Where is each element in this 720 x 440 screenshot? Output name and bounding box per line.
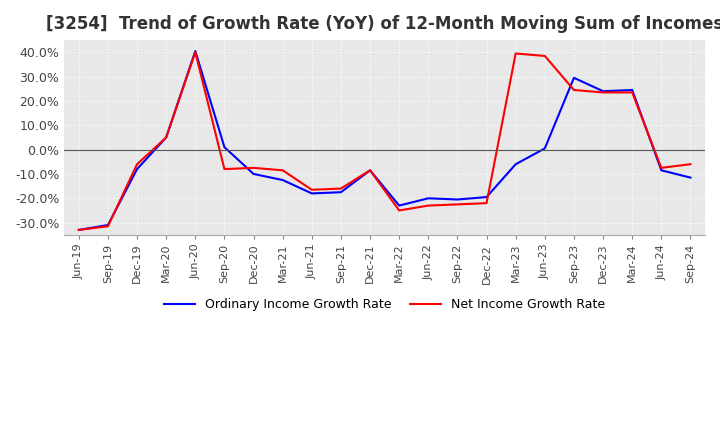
Ordinary Income Growth Rate <box>104 222 112 227</box>
Ordinary Income Growth Rate <box>453 197 462 202</box>
Ordinary Income Growth Rate <box>191 48 199 54</box>
Ordinary Income Growth Rate <box>337 190 346 195</box>
Net Income Growth Rate <box>482 201 491 206</box>
Net Income Growth Rate <box>191 50 199 55</box>
Net Income Growth Rate <box>74 227 83 233</box>
Ordinary Income Growth Rate <box>482 194 491 200</box>
Ordinary Income Growth Rate <box>657 168 665 173</box>
Net Income Growth Rate <box>279 168 287 173</box>
Net Income Growth Rate <box>511 51 520 56</box>
Ordinary Income Growth Rate <box>686 175 695 180</box>
Ordinary Income Growth Rate <box>132 166 141 172</box>
Ordinary Income Growth Rate <box>570 75 578 81</box>
Net Income Growth Rate <box>599 90 608 95</box>
Net Income Growth Rate <box>366 168 374 173</box>
Net Income Growth Rate <box>395 208 403 213</box>
Legend: Ordinary Income Growth Rate, Net Income Growth Rate: Ordinary Income Growth Rate, Net Income … <box>158 293 611 316</box>
Net Income Growth Rate <box>162 135 171 140</box>
Line: Net Income Growth Rate: Net Income Growth Rate <box>78 52 690 230</box>
Net Income Growth Rate <box>132 161 141 167</box>
Ordinary Income Growth Rate <box>599 88 608 94</box>
Ordinary Income Growth Rate <box>220 145 229 150</box>
Ordinary Income Growth Rate <box>74 227 83 233</box>
Ordinary Income Growth Rate <box>279 177 287 183</box>
Ordinary Income Growth Rate <box>395 203 403 208</box>
Net Income Growth Rate <box>628 90 636 95</box>
Ordinary Income Growth Rate <box>511 161 520 167</box>
Ordinary Income Growth Rate <box>366 168 374 173</box>
Line: Ordinary Income Growth Rate: Ordinary Income Growth Rate <box>78 51 690 230</box>
Ordinary Income Growth Rate <box>424 196 433 201</box>
Ordinary Income Growth Rate <box>628 88 636 93</box>
Net Income Growth Rate <box>657 165 665 171</box>
Net Income Growth Rate <box>337 186 346 191</box>
Net Income Growth Rate <box>104 224 112 229</box>
Net Income Growth Rate <box>453 202 462 207</box>
Ordinary Income Growth Rate <box>162 135 171 140</box>
Ordinary Income Growth Rate <box>307 191 316 196</box>
Net Income Growth Rate <box>570 88 578 93</box>
Title: [3254]  Trend of Growth Rate (YoY) of 12-Month Moving Sum of Incomes: [3254] Trend of Growth Rate (YoY) of 12-… <box>46 15 720 33</box>
Net Income Growth Rate <box>307 187 316 192</box>
Net Income Growth Rate <box>220 166 229 172</box>
Ordinary Income Growth Rate <box>541 146 549 151</box>
Net Income Growth Rate <box>686 161 695 167</box>
Net Income Growth Rate <box>424 203 433 208</box>
Ordinary Income Growth Rate <box>249 171 258 176</box>
Net Income Growth Rate <box>541 53 549 59</box>
Net Income Growth Rate <box>249 165 258 171</box>
